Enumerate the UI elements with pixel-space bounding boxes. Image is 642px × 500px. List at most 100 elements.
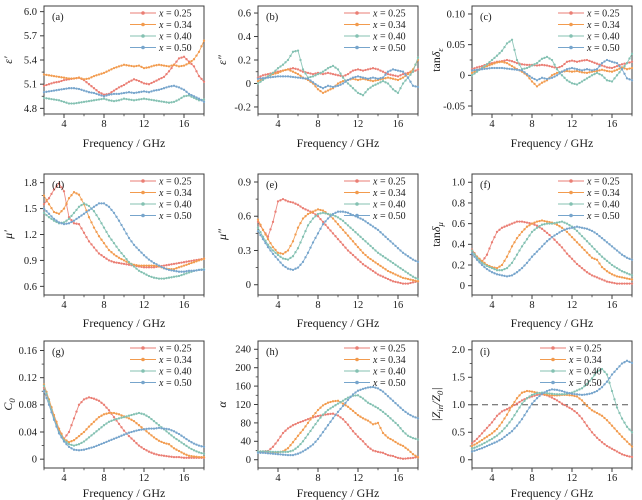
y-tick-label: 1.0: [452, 178, 465, 189]
subplot-b: 4 8 12 16 -0.2 0 0.2 0.4 0.6 x = 0.25 x = 0.34 x = …: [214, 0, 428, 166]
panel-tag: (g): [52, 347, 65, 358]
y-tick-label: 0.6: [238, 8, 251, 19]
x-tick-label: 8: [529, 119, 534, 130]
legend-label: x = 0.25: [158, 176, 192, 187]
x-tick-label: 12: [567, 300, 578, 311]
legend-marker: [569, 202, 573, 206]
y-tick-label: 0.4: [238, 32, 252, 43]
legend-marker: [551, 346, 555, 350]
legend-marker: [551, 380, 555, 385]
series-markers-x=0.40: [470, 220, 634, 277]
y-tick-label: 0: [460, 281, 465, 292]
y-tick-label: 0.6: [238, 212, 251, 223]
series-markers-x=0.40: [42, 94, 206, 105]
legend-label: x = 0.34: [568, 355, 602, 366]
legend-label: x = 0.34: [372, 20, 406, 31]
series-markers-x=0.40: [256, 394, 420, 454]
y-tick-label: 160: [235, 381, 251, 392]
y-tick-label: 0: [246, 455, 251, 466]
y-tick-label: 1.5: [452, 373, 465, 384]
legend-marker: [355, 369, 359, 373]
y-tick-label: 200: [235, 363, 251, 374]
legend-label: x = 0.34: [586, 20, 620, 31]
series-markers-x=0.25: [256, 412, 420, 460]
y-axis-label: α: [215, 401, 229, 408]
legend-marker: [355, 357, 359, 362]
legend-label: x = 0.40: [372, 31, 406, 42]
y-tick-label: 1.8: [24, 178, 37, 189]
x-axis-label: Frequency / GHz: [511, 316, 594, 330]
series-markers-x=0.34: [42, 39, 206, 81]
x-axis-label: Frequency / GHz: [83, 486, 166, 500]
y-tick-label: 0: [246, 79, 251, 90]
subplot-b-canvas: 4 8 12 16-0.200.20.40.6 x = 0.25x = 0.34x = …: [215, 5, 420, 150]
y-tick-label: 80: [241, 418, 252, 429]
legend-label: x = 0.50: [158, 211, 192, 222]
legend-marker: [355, 346, 359, 350]
series-markers-x=0.50: [256, 210, 420, 272]
series-markers-x=0.50: [256, 385, 420, 457]
x-axis-label: Frequency / GHz: [511, 486, 594, 500]
series-markers-x=0.25: [470, 220, 634, 285]
series-markers-x=0.50: [470, 359, 634, 453]
y-tick-label: 0.8: [452, 198, 465, 209]
x-tick-label: 12: [353, 300, 364, 311]
y-tick-label: 0: [246, 280, 251, 291]
legend-marker: [141, 34, 145, 38]
legend-label: x = 0.40: [372, 199, 406, 210]
y-tick-label: -0.2: [234, 102, 251, 113]
y-tick-label: 5.7: [24, 31, 37, 42]
legend-marker: [141, 346, 145, 350]
legend-marker: [141, 190, 145, 195]
legend-label: x = 0.40: [158, 199, 192, 210]
x-tick-label: 16: [607, 473, 618, 484]
x-tick-label: 12: [139, 119, 150, 130]
y-tick-label: 0.3: [238, 246, 251, 257]
y-axis-label: C0: [1, 398, 17, 411]
y-tick-label: 0.12: [19, 373, 37, 384]
series-markers-x=0.34: [256, 208, 420, 283]
legend-label: x = 0.50: [372, 378, 406, 389]
series-line-x=0.40: [43, 385, 205, 455]
y-tick-label: 0.9: [238, 177, 251, 188]
x-tick-label: 4: [61, 300, 67, 311]
x-tick-label: 16: [179, 300, 190, 311]
x-tick-label: 8: [315, 300, 320, 311]
series-markers-x=0.50: [42, 390, 206, 452]
series-markers-x=0.25: [42, 386, 206, 459]
series-markers-x=0.34: [470, 60, 634, 88]
series-markers-x=0.34: [470, 219, 634, 281]
y-tick-label: 0.04: [19, 427, 38, 438]
series-line-x=0.40: [471, 221, 633, 276]
y-tick-label: -0.05: [443, 101, 465, 112]
series-markers-x=0.34: [256, 399, 420, 459]
subplot-d-canvas: 4 8 12 160.60.91.21.51.8 x = 0.25x = 0.34x =…: [1, 173, 206, 330]
legend-marker: [569, 34, 573, 38]
subplot-d: 4 8 12 16 0.6 0.9 1.2 1.5 1.8 x = 0.25 x = 0.34 x =…: [0, 166, 214, 333]
x-tick-label: 16: [607, 119, 618, 130]
subplot-h: 4 8 12 16 0 40 80 120 160 200 240 x = 0.25 x = 0.34 x…: [214, 333, 428, 500]
x-tick-label: 16: [393, 300, 404, 311]
x-tick-label: 16: [179, 473, 190, 484]
legend-label: x = 0.50: [586, 211, 620, 222]
series-markers-x=0.40: [256, 49, 420, 97]
legend-marker: [569, 45, 573, 50]
x-axis-label: Frequency / GHz: [83, 136, 166, 150]
y-axis-label: tanδμ: [429, 222, 445, 247]
legend-label: x = 0.40: [372, 366, 406, 377]
legend-label: x = 0.50: [158, 378, 192, 389]
y-tick-label: 0.10: [447, 9, 465, 20]
legend-marker: [355, 34, 359, 38]
y-tick-label: 0: [460, 71, 465, 82]
panel-tag: (f): [480, 180, 491, 191]
legend-label: x = 0.34: [158, 20, 192, 31]
x-tick-label: 16: [393, 119, 404, 130]
series-markers-x=0.34: [42, 383, 206, 459]
legend-label: x = 0.25: [586, 176, 620, 187]
x-tick-label: 12: [139, 473, 150, 484]
x-tick-label: 4: [61, 473, 67, 484]
panel-tag: (d): [52, 180, 65, 191]
legend-marker: [569, 11, 573, 15]
series-markers-x=0.25: [42, 182, 206, 269]
